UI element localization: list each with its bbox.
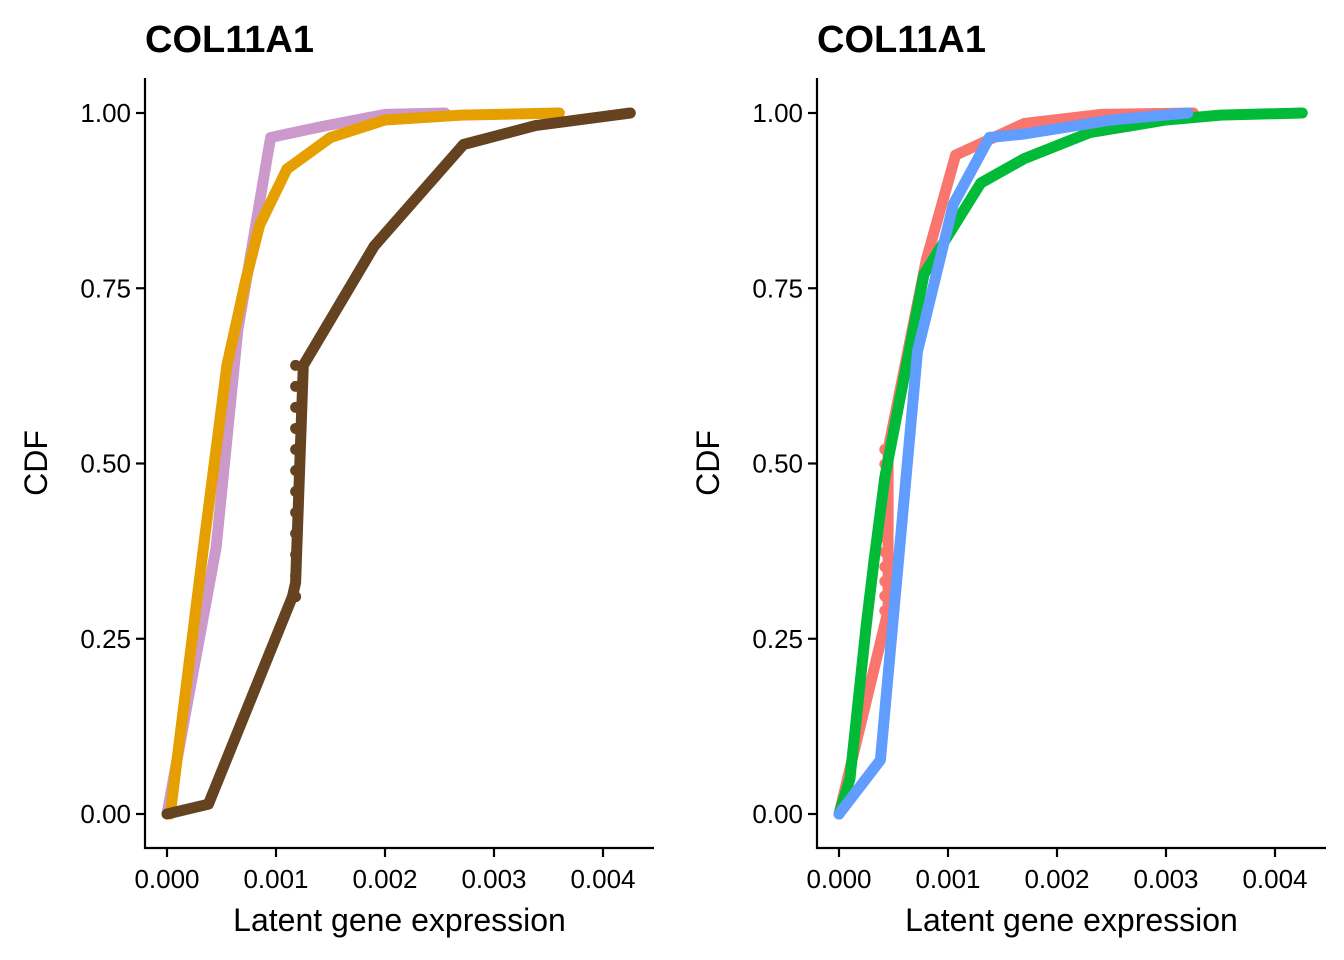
x-axis-title: Latent gene expression: [905, 902, 1238, 938]
y-tick-label: 1.00: [752, 98, 803, 128]
cdf-chart-right: COL11A1 0.00 0.25 0.50 0.75 1.00 0.000 0.001 0.0…: [690, 19, 1326, 938]
y-tick-label: 0.50: [752, 449, 803, 479]
y-tick-label: 0.25: [752, 624, 803, 654]
y-tick-label: 0.75: [80, 273, 131, 303]
y-axis-title: CDF: [690, 430, 726, 496]
y-tick-label: 0.00: [752, 799, 803, 829]
y-axis-title: CDF: [18, 430, 54, 496]
x-tick-label: 0.003: [461, 864, 526, 894]
x-tick-label: 0.002: [1024, 864, 1089, 894]
chart-panel-right: COL11A1 0.00 0.25 0.50 0.75 1.00 0.000 0.001 0.0…: [672, 0, 1344, 960]
y-tick-label: 0.00: [80, 799, 131, 829]
series-brown: [161, 107, 636, 820]
series-lilac-line: [161, 107, 451, 820]
series-brown-line: [161, 107, 636, 820]
series-lilac: [161, 107, 451, 820]
series-blue: [833, 107, 1194, 820]
x-tick-label: 0.002: [352, 864, 417, 894]
y-tick-label: 0.75: [752, 273, 803, 303]
x-tick-label: 0.004: [1242, 864, 1307, 894]
chart-title: COL11A1: [817, 19, 986, 61]
x-tick-label: 0.003: [1133, 864, 1198, 894]
x-axis-title: Latent gene expression: [233, 902, 566, 938]
y-tick-label: 0.25: [80, 624, 131, 654]
series-blue-line: [833, 107, 1194, 820]
series-orange-line: [164, 107, 565, 820]
y-tick-label: 0.50: [80, 449, 131, 479]
cdf-chart-left: COL11A1 0.00 0.25 0.50 0.75 1.00 0.000 0.001 0.0…: [18, 19, 654, 938]
y-tick-label: 1.00: [80, 98, 131, 128]
x-tick-label: 0.001: [243, 864, 308, 894]
chart-title: COL11A1: [145, 19, 314, 61]
x-tick-label: 0.000: [806, 864, 871, 894]
chart-panel-left: COL11A1 0.00 0.25 0.50 0.75 1.00 0.000 0.001 0.0…: [18, 19, 654, 938]
series-red-line: [833, 107, 1199, 820]
x-tick-label: 0.004: [570, 864, 635, 894]
series-orange: [164, 107, 565, 820]
x-tick-label: 0.001: [915, 864, 980, 894]
x-tick-label: 0.000: [134, 864, 199, 894]
